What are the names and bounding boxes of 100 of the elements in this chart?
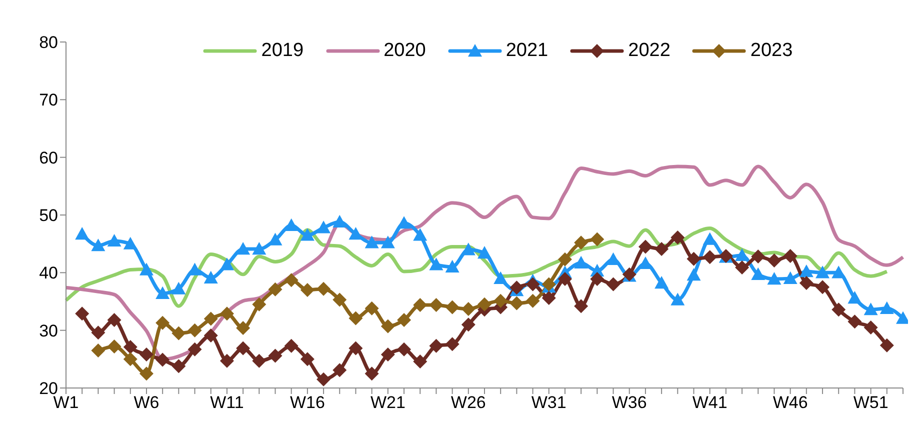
point	[783, 271, 798, 284]
y-tick-label: 70	[39, 90, 58, 110]
point	[284, 273, 298, 288]
point	[91, 238, 106, 252]
x-tick-label: W21	[370, 393, 406, 412]
point	[590, 232, 604, 246]
point	[268, 348, 282, 363]
point	[139, 262, 154, 276]
point	[751, 250, 766, 264]
point	[429, 298, 444, 312]
point	[348, 341, 363, 356]
x-tick-label: W41	[692, 393, 728, 412]
point	[332, 292, 347, 307]
x-tick-label: W6	[134, 393, 160, 412]
point	[542, 291, 556, 306]
point	[461, 302, 476, 316]
point	[686, 252, 701, 266]
point	[606, 277, 620, 292]
point	[445, 300, 460, 314]
point	[156, 316, 170, 330]
point	[204, 312, 218, 326]
point	[139, 366, 154, 381]
point	[654, 276, 669, 289]
point	[494, 294, 508, 308]
point	[751, 267, 766, 280]
point	[783, 248, 798, 263]
point	[284, 218, 298, 231]
point	[526, 294, 540, 308]
point	[832, 266, 846, 278]
point	[380, 348, 395, 362]
point	[364, 236, 379, 248]
point	[799, 276, 814, 290]
x-tick-label: W16	[290, 393, 325, 412]
point	[252, 354, 266, 368]
point	[510, 296, 524, 310]
point	[799, 264, 814, 278]
point	[478, 297, 492, 312]
point	[236, 341, 250, 356]
point	[686, 268, 701, 281]
point	[638, 240, 652, 254]
point	[670, 292, 685, 306]
point	[590, 272, 604, 286]
point	[816, 266, 830, 278]
point	[413, 354, 428, 368]
point	[445, 337, 460, 352]
x-tick-label: W51	[853, 393, 888, 412]
y-tick-label: 50	[39, 206, 58, 226]
point	[107, 312, 122, 327]
point	[332, 363, 347, 378]
point	[767, 254, 782, 268]
point	[316, 282, 331, 296]
point	[461, 318, 476, 332]
point	[558, 252, 572, 266]
point	[832, 302, 846, 317]
legend-label: 2019	[261, 40, 304, 62]
point	[107, 339, 122, 354]
point	[284, 338, 298, 353]
point	[204, 328, 218, 343]
point	[429, 338, 444, 353]
point	[156, 286, 170, 300]
point	[188, 323, 202, 338]
y-tick-label: 60	[39, 148, 58, 168]
point	[300, 282, 314, 297]
point	[670, 230, 685, 244]
point	[252, 297, 266, 312]
point	[123, 352, 138, 366]
point	[413, 228, 428, 241]
legend-label: 2023	[750, 40, 793, 62]
point	[236, 321, 250, 336]
point	[348, 227, 363, 240]
point	[220, 258, 234, 270]
point	[172, 282, 186, 294]
point	[316, 220, 331, 234]
point	[445, 260, 460, 272]
x-tick-label: W46	[772, 393, 808, 412]
point	[91, 344, 106, 358]
point	[364, 366, 379, 381]
point	[864, 320, 878, 334]
point	[268, 282, 282, 296]
point	[300, 228, 314, 241]
x-tick-label: W11	[210, 393, 244, 412]
legend-label: 2021	[506, 40, 548, 62]
point	[654, 242, 669, 256]
point	[429, 258, 444, 270]
point	[413, 298, 428, 312]
x-tick-label: W31	[531, 393, 566, 412]
point	[75, 306, 90, 321]
x-tick-label: W36	[612, 393, 647, 412]
point	[204, 270, 218, 284]
point	[735, 248, 750, 261]
point	[75, 227, 90, 240]
point	[542, 277, 556, 292]
point	[364, 301, 379, 316]
point	[220, 354, 234, 368]
point	[91, 326, 106, 340]
point	[880, 301, 894, 314]
point	[107, 234, 122, 247]
point	[172, 359, 186, 374]
point	[574, 236, 588, 250]
point	[397, 312, 412, 327]
